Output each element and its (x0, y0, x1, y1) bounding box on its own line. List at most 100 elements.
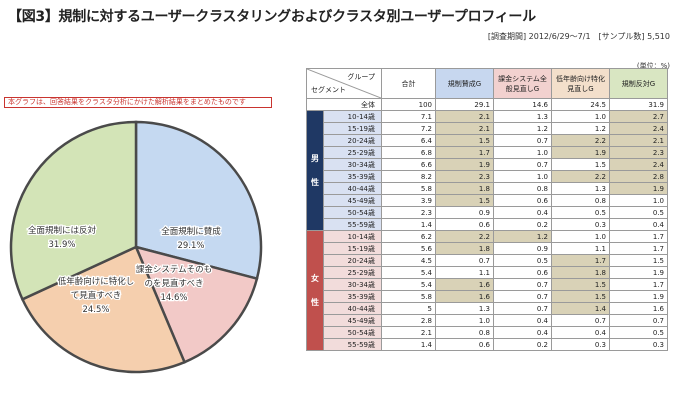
table-header-row: グループ セグメント 合計 規制賛成G 課金システム全般見直しG 低年齢向け特化… (306, 68, 668, 99)
segment-label: 25-29歳 (323, 146, 382, 159)
pie-value-label: 14.6% (160, 293, 187, 303)
survey-info: [調査期間] 2012/6/29～7/1 [サンプル数] 5,510 (487, 32, 670, 41)
table-cell: 0.5 (609, 326, 668, 339)
table-cell: 1.3 (493, 110, 552, 123)
table-cell: 2.1 (381, 326, 436, 339)
table-cell: 0.7 (493, 278, 552, 291)
segment-label: 55-59歳 (323, 218, 382, 231)
table-cell: 1.6 (435, 290, 494, 303)
table-cell: 1.5 (551, 158, 610, 171)
table-cell: 0.6 (435, 338, 494, 351)
table-cell: 2.2 (551, 170, 610, 183)
table-cell: 0.7 (609, 314, 668, 327)
table-row-total: 全体 100 29.1 14.6 24.5 31.9 (306, 98, 668, 111)
table-cell: 5.6 (381, 242, 436, 255)
table-row: 55-59歳 1.4 0.6 0.2 0.3 0.3 (307, 338, 668, 351)
table-cell: 0.7 (493, 290, 552, 303)
col-header-group4: 規制反対G (609, 68, 668, 99)
col-header-group2: 課金システム全般見直しG (493, 68, 552, 99)
table-cell: 2.8 (609, 170, 668, 183)
table-cell: 1.2 (493, 122, 552, 135)
table-cell: 2.4 (609, 158, 668, 171)
table-cell: 1.8 (435, 242, 494, 255)
table-cell: 0.4 (551, 326, 610, 339)
table-row: 20-24歳 4.5 0.7 0.5 1.7 1.5 (307, 254, 668, 267)
table-cell: 1.1 (435, 266, 494, 279)
table-cell: 6.2 (381, 230, 436, 243)
segment-label: 20-24歳 (323, 254, 382, 267)
table-cell: 1.8 (435, 182, 494, 195)
table-cell: 1.5 (551, 290, 610, 303)
table-cell: 1.3 (551, 182, 610, 195)
table-row: 25-29歳 6.8 1.7 1.0 1.9 2.3 (307, 146, 668, 159)
table-cell: 1.7 (551, 254, 610, 267)
table-row: 30-34歳 5.4 1.6 0.7 1.5 1.7 (307, 278, 668, 291)
table-cell: 1.7 (435, 146, 494, 159)
table-cell: 0.5 (609, 206, 668, 219)
pie-value-label: 31.9% (48, 240, 75, 250)
pie-slice-label: 全面規制に賛成 (161, 226, 221, 237)
table-body: 全体 100 29.1 14.6 24.5 31.9 男性 10-14歳 7.1 2.1 1.3 1.… (306, 98, 668, 351)
table-cell: 2.1 (609, 134, 668, 147)
table-row: 45-49歳 3.9 1.5 0.6 0.8 1.0 (307, 194, 668, 207)
slice-youth-review (20, 245, 187, 374)
table-cell: 0.6 (493, 194, 552, 207)
pie-slice-label: 低年齢向けに特化し (58, 276, 135, 287)
table-row: 35-39歳 8.2 2.3 1.0 2.2 2.8 (307, 170, 668, 183)
segment-label: 40-44歳 (323, 302, 382, 315)
table-cell: 2.3 (609, 146, 668, 159)
table-row: 50-54歳 2.3 0.9 0.4 0.5 0.5 (307, 206, 668, 219)
table-cell: 7.1 (381, 110, 436, 123)
table-cell: 0.5 (493, 254, 552, 267)
table-cell: 2.4 (609, 122, 668, 135)
segment-label: 30-34歳 (323, 278, 382, 291)
table-cell: 1.0 (551, 110, 610, 123)
table-cell: 2.7 (609, 110, 668, 123)
table-cell: 0.5 (551, 206, 610, 219)
table-cell: 1.5 (435, 134, 494, 147)
table-corner: グループ セグメント (306, 68, 382, 99)
table-cell: 5.8 (381, 182, 436, 195)
table-cell: 1.9 (609, 266, 668, 279)
table-cell: 5 (381, 302, 436, 315)
table-cell: 100 (381, 98, 436, 111)
col-header-group3: 低年齢向け特化見直しG (551, 68, 610, 99)
table-cell: 0.3 (609, 338, 668, 351)
segment-label: 50-54歳 (323, 326, 382, 339)
slice-regulation-oppose (9, 120, 138, 301)
segment-label: 20-24歳 (323, 134, 382, 147)
table-cell: 29.1 (435, 98, 494, 111)
segment-label: 15-19歳 (323, 242, 382, 255)
table-cell: 2.1 (435, 110, 494, 123)
pie-slice-label: 課金システムそのも (136, 264, 212, 275)
pie-slice-label: のを見直すべき (145, 278, 204, 289)
table-row: 女性 10-14歳 6.2 2.2 1.2 1.0 1.7 (306, 230, 668, 351)
pie-note: 本グラフは、回答結果をクラスタ分析にかけた解析結果をまとめたものです (4, 97, 272, 108)
table-cell: 1.9 (609, 290, 668, 303)
table-cell: 7.2 (381, 122, 436, 135)
table-cell: 0.7 (551, 314, 610, 327)
table-cell: 1.6 (435, 278, 494, 291)
pie-slice-label: て見直すべき (71, 290, 121, 301)
table-row: 45-49歳 2.8 1.0 0.4 0.7 0.7 (307, 314, 668, 327)
table-cell: 0.4 (609, 218, 668, 231)
table-cell: 1.9 (609, 182, 668, 195)
table-cell: 1.7 (609, 230, 668, 243)
table-cell: 2.3 (435, 170, 494, 183)
table-cell: 1.0 (609, 194, 668, 207)
table-cell: 0.4 (493, 314, 552, 327)
table-cell: 0.8 (493, 182, 552, 195)
corner-group-label: グループ (347, 73, 375, 81)
table-row: 30-34歳 6.6 1.9 0.7 1.5 2.4 (307, 158, 668, 171)
table-cell: 6.4 (381, 134, 436, 147)
segment-label: 10-14歳 (323, 110, 382, 123)
table-cell: 0.6 (435, 218, 494, 231)
table-cell: 0.7 (493, 302, 552, 315)
table-cell: 1.2 (493, 230, 552, 243)
table-row: 男性 10-14歳 7.1 2.1 1.3 1.0 2.7 (306, 110, 668, 231)
table-cell: 31.9 (609, 98, 668, 111)
table-row: 40-44歳 5.8 1.8 0.8 1.3 1.9 (307, 182, 668, 195)
segment-label: 35-39歳 (323, 290, 382, 303)
table-cell: 5.4 (381, 266, 436, 279)
